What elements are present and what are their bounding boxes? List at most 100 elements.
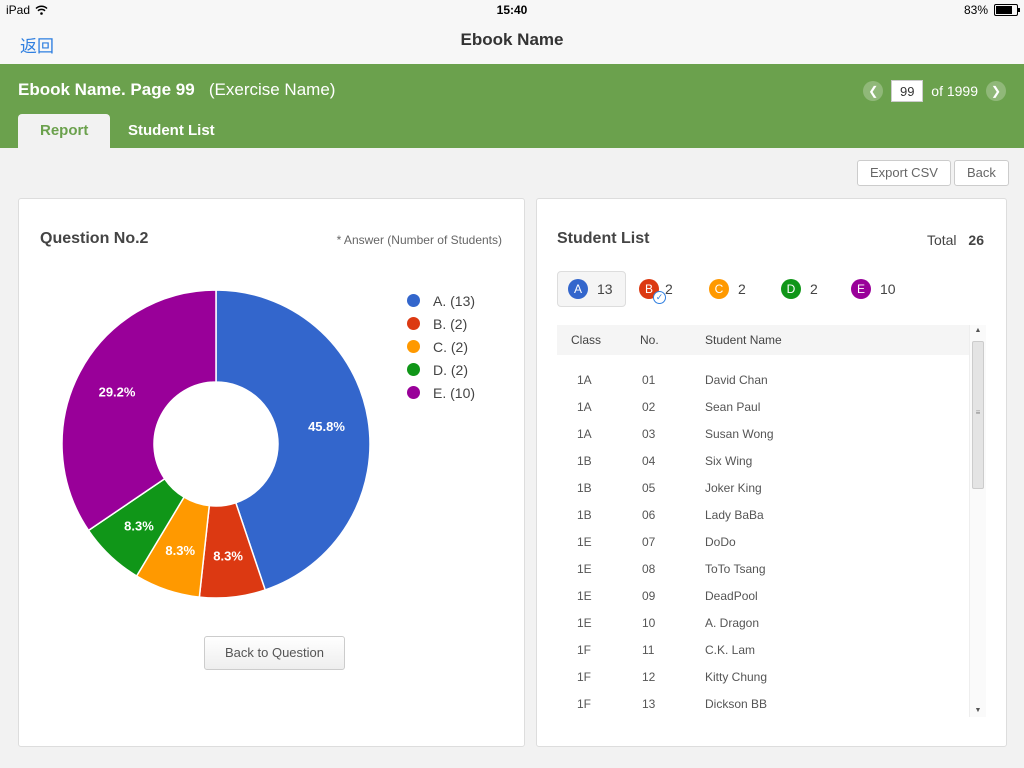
ebook-title: Ebook Name. Page 99 (Exercise Name) <box>18 80 335 100</box>
cell-no: 09 <box>642 589 656 603</box>
table-row[interactable]: 1E 07 DoDo <box>557 529 969 556</box>
scroll-down-arrow-icon[interactable]: ▼ <box>974 707 982 714</box>
cell-class: 1F <box>577 697 592 711</box>
answer-count: 2 <box>665 281 673 297</box>
table-row[interactable]: 1E 10 A. Dragon <box>557 610 969 637</box>
status-right: 83% <box>964 3 1020 17</box>
answer-letter-badge: A <box>568 279 588 299</box>
page-navigator: ❮ of 1999 ❯ <box>863 80 1006 102</box>
student-list-title: Student List <box>557 230 650 247</box>
answer-letter-badge: C <box>709 279 729 299</box>
cell-class: 1E <box>577 616 592 630</box>
pie-percent-label: 29.2% <box>99 385 136 400</box>
table-row[interactable]: 1E 08 ToTo Tsang <box>557 556 969 583</box>
cell-no: 04 <box>642 454 656 468</box>
question-report-panel: Question No.2 * Answer (Number of Studen… <box>18 198 525 747</box>
student-list-panel: Student List Total 26 A 13 B ✓ 2 C 2 D 2 E 10 Clas… <box>536 198 1007 747</box>
answer-count: 13 <box>597 281 613 297</box>
table-row[interactable]: 1A 03 Susan Wong <box>557 421 969 448</box>
scrollbar[interactable]: ▲ ≡ ▼ <box>969 325 986 717</box>
grip-icon: ≡ <box>975 408 981 417</box>
table-row[interactable]: 1A 02 Sean Paul <box>557 394 969 421</box>
cell-no: 11 <box>642 643 655 657</box>
chart-legend: A. (13) B. (2) C. (2) D. (2) E. (10) <box>407 289 475 404</box>
chevron-left-icon[interactable]: ❮ <box>863 81 884 101</box>
cell-no: 07 <box>642 535 656 549</box>
table-row[interactable]: 1A 01 David Chan <box>557 367 969 394</box>
table-row[interactable]: 1B 05 Joker King <box>557 475 969 502</box>
cell-no: 02 <box>642 400 656 414</box>
status-left: iPad <box>6 3 48 17</box>
back-to-question-button[interactable]: Back to Question <box>204 636 345 670</box>
exercise-header: Ebook Name. Page 99 (Exercise Name) ❮ of… <box>0 64 1024 148</box>
cell-student-name: Kitty Chung <box>705 670 768 684</box>
page-title: Ebook Name <box>460 30 564 49</box>
scroll-up-arrow-icon[interactable]: ▲ <box>974 327 982 334</box>
cell-student-name: DeadPool <box>705 589 758 603</box>
chevron-right-icon[interactable]: ❯ <box>986 81 1006 101</box>
answer-count: 10 <box>880 281 896 297</box>
legend-swatch <box>407 386 420 399</box>
pie-percent-label: 45.8% <box>308 419 345 434</box>
answer-filter-e[interactable]: E 10 <box>851 271 896 307</box>
cell-student-name: ToTo Tsang <box>705 562 766 576</box>
student-table-body: 1A 01 David Chan 1A 02 Sean Paul 1A 03 Susan Won… <box>557 367 969 715</box>
cell-class: 1B <box>577 481 592 495</box>
answer-filter-a[interactable]: A 13 <box>557 271 626 307</box>
table-row[interactable]: 1B 04 Six Wing <box>557 448 969 475</box>
page-total-label: of 1999 <box>931 83 978 99</box>
tab-report[interactable]: Report <box>18 114 111 148</box>
cell-no: 05 <box>642 481 656 495</box>
cell-class: 1F <box>577 670 592 684</box>
device-name: iPad <box>6 3 31 17</box>
column-header-name: Student Name <box>705 333 782 347</box>
cell-no: 08 <box>642 562 656 576</box>
cell-no: 06 <box>642 508 656 522</box>
table-row[interactable]: 1E 09 DeadPool <box>557 583 969 610</box>
cell-class: 1F <box>577 643 592 657</box>
legend-item: E. (10) <box>407 381 475 404</box>
pie-slice-e[interactable] <box>61 289 217 532</box>
back-button[interactable]: Back <box>954 160 1009 186</box>
legend-label: D. (2) <box>433 361 468 378</box>
pie-percent-label: 8.3% <box>213 548 243 563</box>
table-row[interactable]: 1F 12 Kitty Chung <box>557 664 969 691</box>
question-title: Question No.2 <box>40 230 149 247</box>
tab-student-list[interactable]: Student List <box>128 122 215 139</box>
wifi-icon <box>35 5 48 15</box>
answer-filter-b[interactable]: B ✓ 2 <box>639 271 673 307</box>
table-row[interactable]: 1F 11 C.K. Lam <box>557 637 969 664</box>
student-total: Total 26 <box>927 232 984 248</box>
cell-no: 10 <box>642 616 656 630</box>
answer-count: 2 <box>810 281 818 297</box>
legend-swatch <box>407 340 420 353</box>
cell-class: 1A <box>577 373 592 387</box>
table-row[interactable]: 1B 06 Lady BaBa <box>557 502 969 529</box>
column-header-no: No. <box>640 333 659 347</box>
cell-class: 1E <box>577 562 592 576</box>
cell-student-name: David Chan <box>705 373 768 387</box>
legend-swatch <box>407 363 420 376</box>
legend-swatch <box>407 294 420 307</box>
pie-slice-a[interactable] <box>215 289 371 591</box>
legend-item: B. (2) <box>407 312 475 335</box>
cell-student-name: Dickson BB <box>705 697 768 711</box>
legend-swatch <box>407 317 420 330</box>
column-header-class: Class <box>571 333 602 347</box>
export-csv-button[interactable]: Export CSV <box>857 160 951 186</box>
cell-class: 1E <box>577 589 592 603</box>
pie-percent-label: 8.3% <box>165 543 195 558</box>
table-row[interactable]: 1F 13 Dickson BB <box>557 691 969 715</box>
cell-no: 12 <box>642 670 656 684</box>
cell-student-name: Susan Wong <box>705 427 774 441</box>
cell-class: 1A <box>577 400 592 414</box>
back-link[interactable]: 返回 <box>20 37 54 56</box>
cell-student-name: C.K. Lam <box>705 643 756 657</box>
page-number-input[interactable] <box>891 80 924 102</box>
cell-student-name: A. Dragon <box>705 616 760 630</box>
answer-donut-chart: 45.8% 8.3% 8.3% 8.3% 29.2% <box>61 289 371 599</box>
scrollbar-thumb[interactable]: ≡ <box>972 341 984 489</box>
table-header: Class No. Student Name <box>557 325 969 355</box>
